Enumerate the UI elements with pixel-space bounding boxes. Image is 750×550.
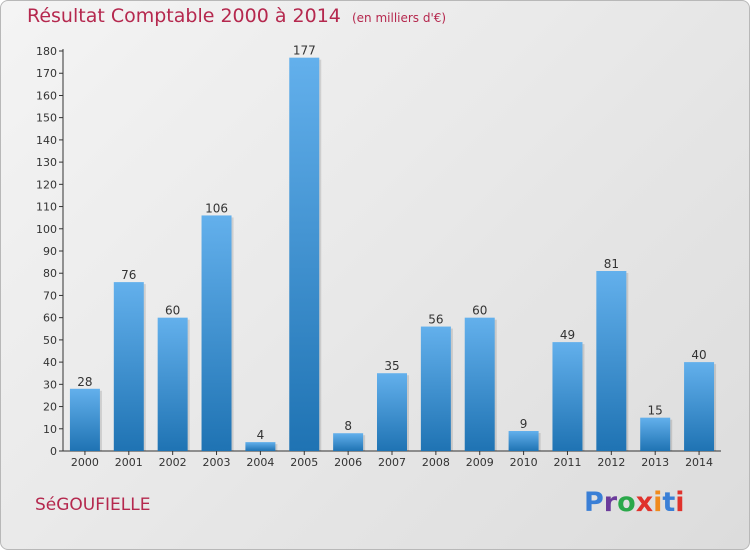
bar [157,317,188,451]
bar-value-label: 60 [472,304,487,318]
y-tick-label: 120 [36,178,57,191]
bar-value-label: 8 [344,419,352,433]
logo-letter: r [603,487,618,518]
x-tick-label: 2014 [685,456,713,469]
y-tick-label: 20 [43,401,57,414]
bar-value-label: 4 [257,428,265,442]
bar [377,373,407,451]
bar [552,342,583,451]
bar-value-label: 15 [648,404,663,418]
commune-name: SéGOUFIELLE [35,495,151,515]
x-tick-label: 2004 [246,456,274,469]
chart-unit: (en milliers d'€) [351,11,447,25]
bar-value-label: 106 [205,201,228,215]
y-tick-label: 160 [36,89,57,102]
y-tick-label: 30 [43,378,57,391]
bar [464,317,495,451]
bar [333,433,364,451]
bar-value-label: 49 [560,328,575,342]
bar [684,362,715,451]
y-tick-label: 40 [43,356,57,369]
x-tick-label: 2010 [510,456,538,469]
bar-shadow [538,433,541,451]
y-tick-label: 60 [43,312,57,325]
logo-letter: P [584,487,604,518]
y-tick-label: 140 [36,134,57,147]
bar [508,431,539,451]
chart-title: Résultat Comptable 2000 à 2014 [27,5,341,27]
bar-shadow [494,319,497,451]
x-tick-label: 2007 [378,456,406,469]
y-tick-label: 90 [43,245,57,258]
bar-shadow [143,284,146,451]
bar [69,388,100,451]
logo-letter: o [617,487,636,518]
y-tick-label: 150 [36,112,57,125]
y-tick-label: 70 [43,289,57,302]
bar [420,326,451,451]
bar-shadow [450,328,453,451]
x-tick-label: 2012 [597,456,625,469]
x-tick-label: 2000 [71,456,99,469]
bar [245,442,276,451]
bar-shadow [670,419,673,451]
bar-value-label: 56 [428,313,443,327]
bar-value-label: 81 [604,257,619,271]
logo-letter: i [675,487,685,518]
y-tick-label: 110 [36,201,57,214]
bar-value-label: 40 [691,348,706,362]
x-tick-label: 2013 [641,456,669,469]
bar-value-label: 35 [384,359,399,373]
bar-shadow [231,217,234,451]
x-tick-label: 2002 [159,456,187,469]
bar [289,57,320,452]
bar [596,271,627,451]
proxiti-logo: Proxiti [584,487,685,518]
bar [201,215,232,451]
x-tick-label: 2008 [422,456,450,469]
bar-shadow [187,319,190,451]
y-tick-label: 180 [36,45,57,58]
x-tick-label: 2001 [115,456,143,469]
logo-letter: t [662,487,676,518]
bar-value-label: 177 [293,44,316,58]
y-tick-label: 0 [50,445,57,458]
y-tick-label: 170 [36,67,57,80]
y-tick-label: 50 [43,334,57,347]
bar-value-label: 9 [520,417,528,431]
y-tick-label: 10 [43,423,57,436]
bar-value-label: 76 [121,268,136,282]
bar-shadow [99,390,102,451]
x-tick-label: 2005 [290,456,318,469]
bar-shadow [626,273,629,451]
logo-letter: i [653,487,663,518]
bar-shadow [582,344,585,451]
bar [640,417,671,451]
y-tick-label: 130 [36,156,57,169]
bar-shadow [714,364,717,451]
y-tick-label: 100 [36,223,57,236]
bar [113,282,144,451]
x-tick-label: 2011 [553,456,581,469]
x-tick-label: 2006 [334,456,362,469]
bar-shadow [363,435,366,451]
bar-shadow [319,59,322,452]
bar-shadow [275,444,278,451]
x-tick-label: 2009 [466,456,494,469]
chart-title-row: Résultat Comptable 2000 à 2014 (en milli… [27,5,446,27]
y-tick-label: 80 [43,267,57,280]
bar-shadow [407,375,409,451]
x-tick-label: 2003 [203,456,231,469]
bar-value-label: 28 [77,375,92,389]
logo-letter: x [635,487,654,518]
bar-value-label: 60 [165,304,180,318]
